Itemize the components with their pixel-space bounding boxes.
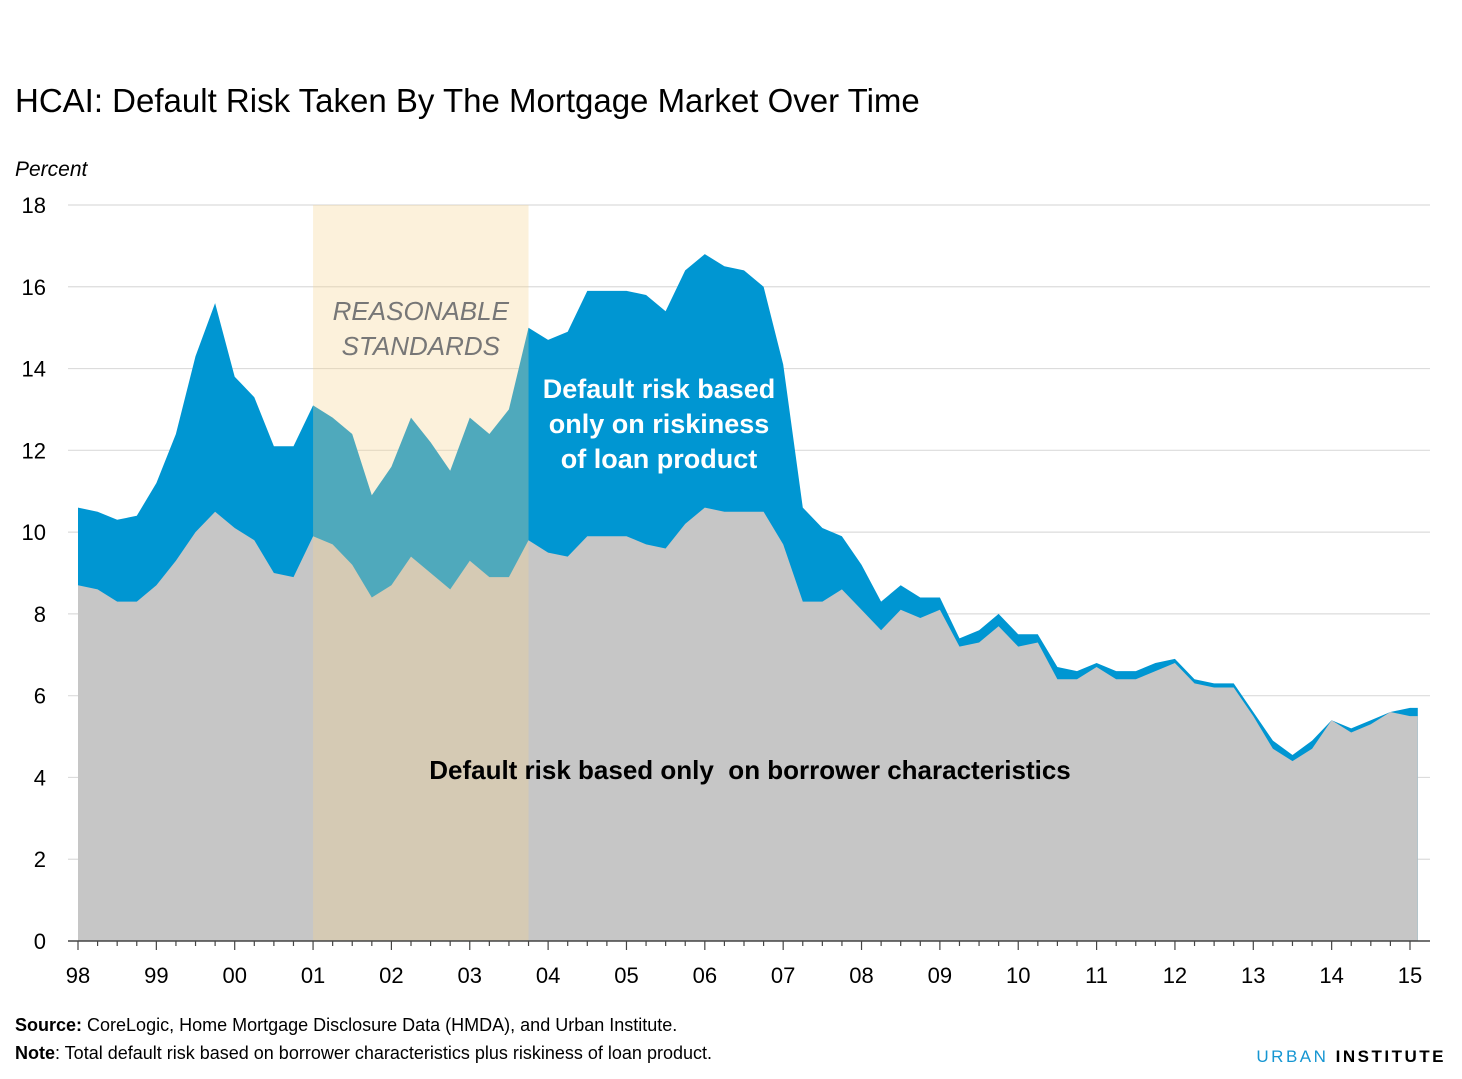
- note-label: Note: [15, 1043, 55, 1063]
- band-label-line: REASONABLE: [333, 296, 510, 326]
- y-tick-label: 6: [34, 684, 46, 709]
- x-tick-label: 98: [66, 963, 90, 988]
- x-tick-label: 09: [928, 963, 952, 988]
- y-tick-label: 16: [22, 275, 46, 300]
- chart-title: HCAI: Default Risk Taken By The Mortgage…: [15, 82, 920, 119]
- x-tick-label: 07: [771, 963, 795, 988]
- x-tick-label: 01: [301, 963, 325, 988]
- x-tick-label: 11: [1085, 963, 1108, 988]
- x-tick-label: 12: [1163, 963, 1187, 988]
- brand-part2: INSTITUTE: [1335, 1047, 1446, 1066]
- x-tick-label: 02: [379, 963, 403, 988]
- x-tick-label: 04: [536, 963, 560, 988]
- brand-logo: URBAN INSTITUTE: [1256, 1047, 1446, 1067]
- source-label: Source:: [15, 1015, 83, 1035]
- x-tick-label: 06: [693, 963, 717, 988]
- x-tick-label: 10: [1006, 963, 1030, 988]
- note-line: Note: Total default risk based on borrow…: [15, 1043, 712, 1064]
- y-tick-label: 18: [22, 193, 46, 218]
- series-label-borrower: Default risk based only on borrower char…: [429, 755, 1071, 785]
- x-tick-label: 13: [1241, 963, 1265, 988]
- x-tick-label: 00: [222, 963, 246, 988]
- y-tick-label: 4: [34, 765, 46, 790]
- x-tick-label: 14: [1319, 963, 1343, 988]
- x-tick-label: 08: [849, 963, 873, 988]
- series-area-borrower: [78, 507, 1418, 941]
- y-tick-label: 12: [22, 438, 46, 463]
- source-text: CoreLogic, Home Mortgage Disclosure Data…: [82, 1015, 678, 1035]
- band-label-line: STANDARDS: [342, 331, 501, 361]
- series-label-loan-product: Default risk based: [543, 374, 776, 404]
- y-tick-label: 2: [34, 847, 46, 872]
- highlight-band: REASONABLE STANDARDS: [313, 205, 529, 941]
- y-axis-unit-label: Percent: [15, 158, 88, 181]
- series-label-loan-product: only on riskiness: [549, 409, 770, 439]
- y-tick-label: 8: [34, 602, 46, 627]
- x-tick-label: 15: [1398, 963, 1422, 988]
- y-tick-label: 0: [34, 929, 46, 954]
- source-line: Source: CoreLogic, Home Mortgage Disclos…: [15, 1015, 677, 1036]
- x-tick-label: 05: [614, 963, 638, 988]
- annotations: Default risk based only on riskiness of lo…: [429, 374, 1071, 785]
- highlight-band-rect: [313, 205, 529, 941]
- note-text: : Total default risk based on borrower c…: [55, 1043, 712, 1063]
- axes: 98 99 00 01 02 03 04 05 06 07 08 09 10 11 12 13 14 15: [66, 940, 1430, 988]
- y-tick-label: 10: [22, 520, 46, 545]
- series-label-loan-product: of loan product: [561, 444, 757, 474]
- brand-part1: URBAN: [1256, 1047, 1329, 1066]
- x-tick-label: 99: [144, 963, 168, 988]
- area-series: [78, 254, 1418, 942]
- y-tick-label: 14: [22, 357, 46, 382]
- x-tick-label: 03: [458, 963, 482, 988]
